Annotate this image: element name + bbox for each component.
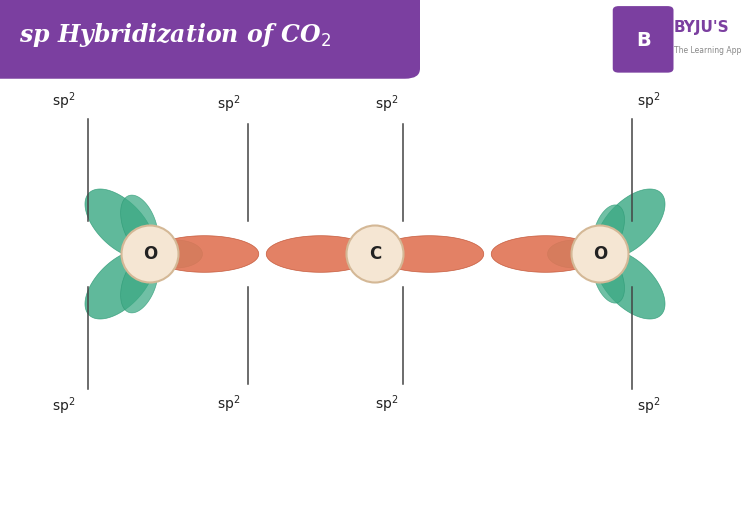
Text: O: O — [592, 245, 608, 263]
Polygon shape — [596, 189, 665, 258]
Text: C: C — [369, 245, 381, 263]
Text: sp$^2$: sp$^2$ — [52, 91, 76, 112]
Polygon shape — [266, 236, 375, 272]
Polygon shape — [150, 240, 202, 268]
Text: sp$^2$: sp$^2$ — [637, 91, 661, 112]
Polygon shape — [121, 195, 158, 255]
Text: BYJU'S: BYJU'S — [674, 20, 729, 36]
Polygon shape — [593, 253, 625, 303]
Polygon shape — [548, 240, 600, 268]
Text: sp$^2$: sp$^2$ — [374, 93, 398, 115]
Text: sp$^2$: sp$^2$ — [217, 93, 241, 115]
Text: B: B — [636, 31, 650, 50]
Polygon shape — [85, 189, 154, 258]
Polygon shape — [593, 205, 625, 255]
Circle shape — [572, 226, 628, 282]
Text: sp$^2$: sp$^2$ — [217, 393, 241, 415]
FancyBboxPatch shape — [613, 6, 674, 73]
Polygon shape — [491, 236, 600, 272]
Polygon shape — [121, 253, 158, 313]
Polygon shape — [150, 236, 259, 272]
Text: sp$^2$: sp$^2$ — [52, 396, 76, 417]
Text: The Learning App: The Learning App — [674, 46, 741, 55]
Text: sp$^2$: sp$^2$ — [374, 393, 398, 415]
Polygon shape — [375, 236, 484, 272]
Text: sp Hybridization of CO$_2$: sp Hybridization of CO$_2$ — [19, 20, 331, 49]
Polygon shape — [596, 250, 665, 319]
Circle shape — [346, 226, 404, 282]
FancyBboxPatch shape — [0, 0, 420, 79]
Text: sp$^2$: sp$^2$ — [637, 396, 661, 417]
Text: O: O — [142, 245, 158, 263]
Circle shape — [122, 226, 178, 282]
Polygon shape — [85, 250, 154, 319]
